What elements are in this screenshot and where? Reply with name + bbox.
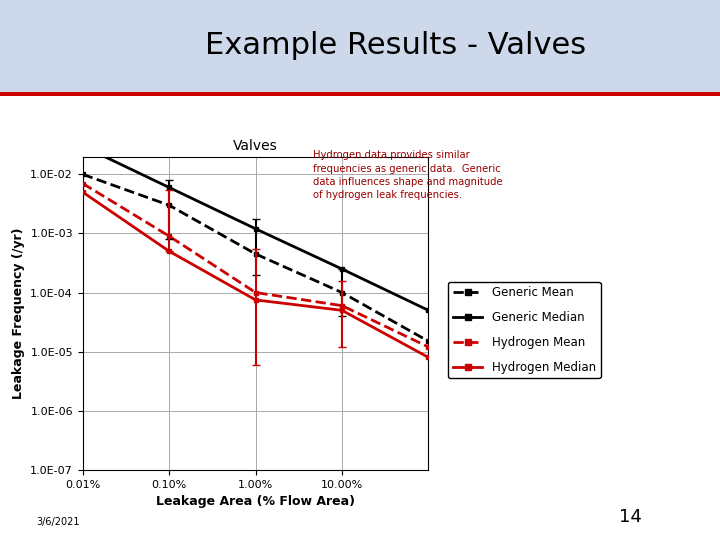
Text: 14: 14: [619, 509, 642, 526]
Y-axis label: Leakage Frequency (/yr): Leakage Frequency (/yr): [12, 227, 24, 399]
Text: Hydrogen data provides similar
frequencies as generic data.  Generic
data influe: Hydrogen data provides similar frequenci…: [313, 150, 503, 200]
Text: 3/6/2021: 3/6/2021: [36, 516, 79, 526]
Title: Valves: Valves: [233, 139, 278, 153]
Text: Example Results - Valves: Example Results - Valves: [205, 31, 587, 60]
Legend: Generic Mean, Generic Median, Hydrogen Mean, Hydrogen Median: Generic Mean, Generic Median, Hydrogen M…: [448, 281, 600, 379]
X-axis label: Leakage Area (% Flow Area): Leakage Area (% Flow Area): [156, 495, 355, 508]
